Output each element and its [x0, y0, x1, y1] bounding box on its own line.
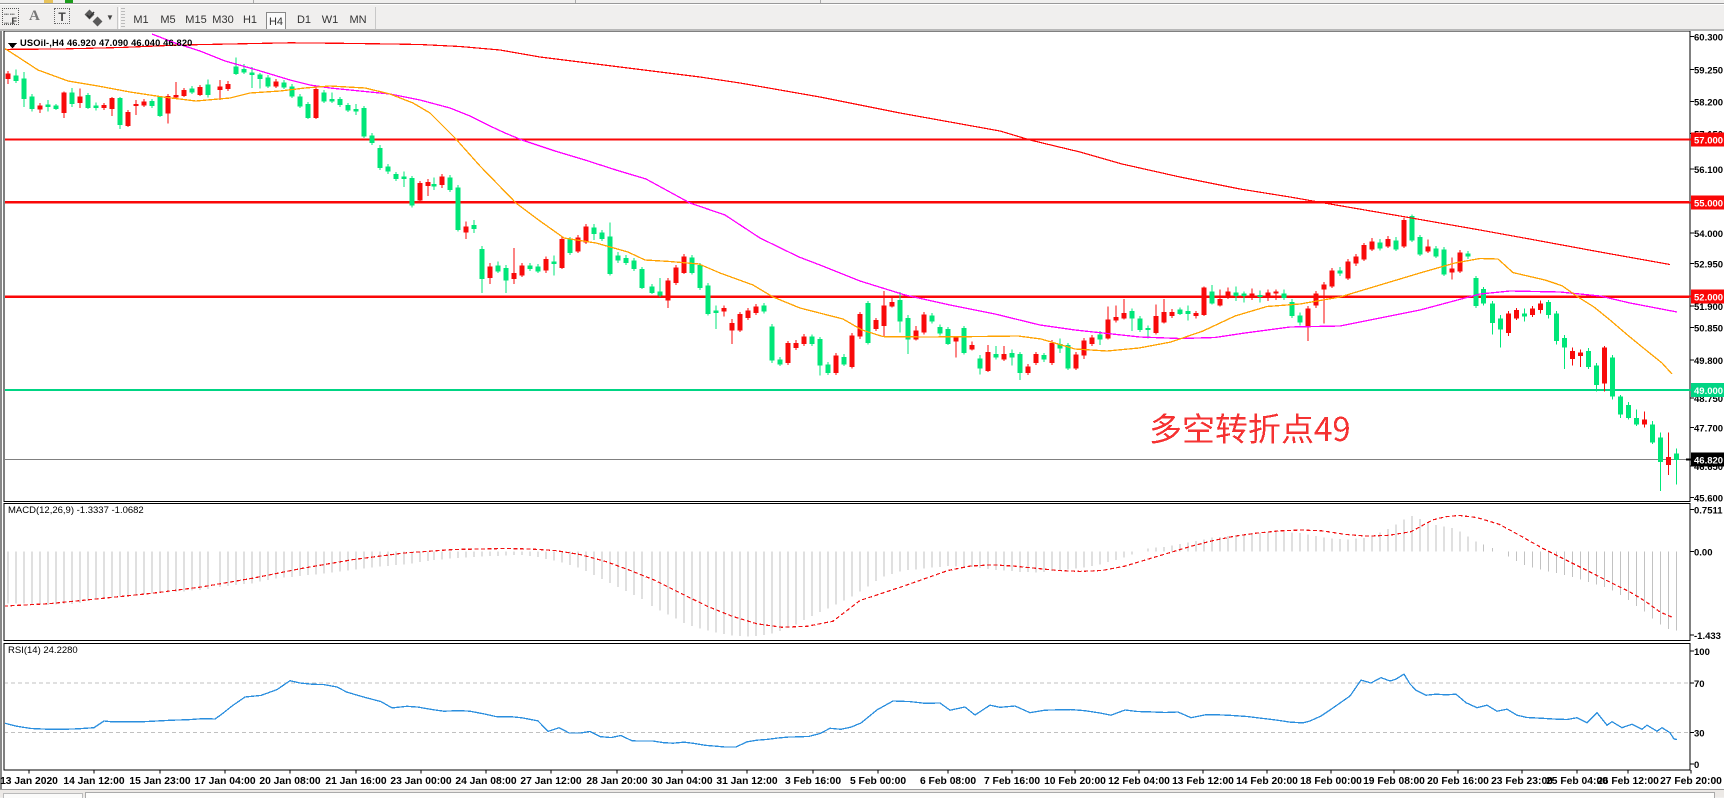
svg-text:52.000: 52.000: [1694, 293, 1723, 304]
svg-text:58.200: 58.200: [1694, 98, 1723, 109]
svg-text:19 Feb 08:00: 19 Feb 08:00: [1363, 776, 1425, 787]
svg-text:MACD(12,26,9) -1.3337 -1.0682: MACD(12,26,9) -1.3337 -1.0682: [8, 505, 144, 516]
svg-text:24 Jan 08:00: 24 Jan 08:00: [455, 776, 517, 787]
svg-text:46.820: 46.820: [1694, 456, 1723, 467]
svg-text:13 Feb 12:00: 13 Feb 12:00: [1172, 776, 1234, 787]
svg-text:46.650: 46.650: [1694, 462, 1723, 473]
svg-text:56.100: 56.100: [1694, 165, 1723, 176]
svg-text:31 Jan 12:00: 31 Jan 12:00: [716, 776, 778, 787]
svg-text:6 Feb 08:00: 6 Feb 08:00: [920, 776, 976, 787]
svg-text:52.950: 52.950: [1694, 259, 1723, 270]
svg-text:49.000: 49.000: [1694, 386, 1723, 397]
svg-text:RSI(14) 24.2280: RSI(14) 24.2280: [8, 645, 78, 656]
svg-text:14 Jan 12:00: 14 Jan 12:00: [63, 776, 125, 787]
svg-text:100: 100: [1694, 647, 1710, 658]
svg-text:27 Feb 20:00: 27 Feb 20:00: [1660, 776, 1722, 787]
svg-text:12 Feb 04:00: 12 Feb 04:00: [1108, 776, 1170, 787]
svg-text:18 Feb 00:00: 18 Feb 00:00: [1300, 776, 1362, 787]
svg-text:28 Jan 20:00: 28 Jan 20:00: [586, 776, 648, 787]
svg-text:48.750: 48.750: [1694, 394, 1723, 405]
svg-text:27 Jan 12:00: 27 Jan 12:00: [520, 776, 582, 787]
svg-text:51.900: 51.900: [1694, 302, 1723, 313]
svg-text:50.850: 50.850: [1694, 324, 1723, 335]
svg-text:55.000: 55.000: [1694, 198, 1723, 209]
svg-text:USOil-,H4 46.920 47.090 46.04: USOil-,H4 46.920 47.090 46.040 46.820: [20, 38, 193, 48]
svg-text:15 Jan 23:00: 15 Jan 23:00: [129, 776, 191, 787]
svg-text:-1.433: -1.433: [1694, 631, 1721, 642]
svg-text:23 Feb 23:00: 23 Feb 23:00: [1491, 776, 1553, 787]
svg-text:10 Feb 20:00: 10 Feb 20:00: [1044, 776, 1106, 787]
svg-text:3 Feb 16:00: 3 Feb 16:00: [785, 776, 841, 787]
svg-text:60.300: 60.300: [1694, 33, 1723, 44]
svg-text:5 Feb 00:00: 5 Feb 00:00: [850, 776, 906, 787]
svg-text:0: 0: [1694, 760, 1699, 771]
svg-text:7 Feb 16:00: 7 Feb 16:00: [984, 776, 1040, 787]
svg-text:0.7511: 0.7511: [1694, 506, 1723, 517]
svg-text:49.800: 49.800: [1694, 356, 1723, 367]
svg-text:70: 70: [1694, 679, 1705, 690]
svg-text:59.250: 59.250: [1694, 65, 1723, 76]
svg-text:17 Jan 04:00: 17 Jan 04:00: [194, 776, 256, 787]
svg-text:13 Jan 2020: 13 Jan 2020: [0, 776, 58, 787]
svg-text:20 Jan 08:00: 20 Jan 08:00: [259, 776, 321, 787]
svg-text:30 Jan 04:00: 30 Jan 04:00: [651, 776, 713, 787]
svg-text:25 Feb 04:00: 25 Feb 04:00: [1546, 776, 1608, 787]
svg-text:57.000: 57.000: [1694, 136, 1723, 147]
svg-text:47.700: 47.700: [1694, 424, 1723, 435]
svg-text:23 Jan 00:00: 23 Jan 00:00: [390, 776, 452, 787]
svg-text:30: 30: [1694, 729, 1705, 740]
svg-text:45.600: 45.600: [1694, 493, 1723, 504]
svg-text:21 Jan 16:00: 21 Jan 16:00: [325, 776, 387, 787]
svg-text:54.000: 54.000: [1694, 229, 1723, 240]
svg-text:0.00: 0.00: [1694, 548, 1713, 559]
svg-text:26 Feb 12:00: 26 Feb 12:00: [1597, 776, 1659, 787]
svg-text:14 Feb 20:00: 14 Feb 20:00: [1236, 776, 1298, 787]
svg-text:20 Feb 16:00: 20 Feb 16:00: [1427, 776, 1489, 787]
